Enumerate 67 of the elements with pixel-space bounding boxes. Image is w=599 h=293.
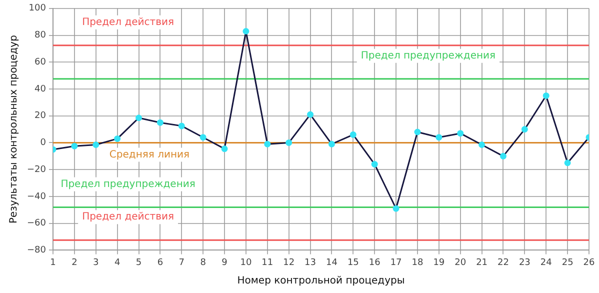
point [371,160,378,168]
point [350,131,356,138]
y-tick-label: −60 [26,218,46,229]
y-axis-title: Результаты контрольных процедур [8,35,20,224]
x-tick-label: 19 [433,258,445,268]
x-tick-label: 22 [498,258,509,268]
x-tick-label: 4 [114,258,120,268]
point [521,126,528,133]
y-tick-label: 0 [40,138,46,148]
y-tick-label: 80 [34,30,46,41]
point [200,134,206,141]
x-tick-label: 2 [72,258,78,268]
x-tick-label: 5 [136,258,142,268]
x-tick-label: 8 [200,258,206,268]
x-tick-label: 18 [412,258,424,268]
point [328,140,335,148]
x-tick-label: 16 [368,258,381,268]
ref-line-label: Предел предупреждения [360,50,496,62]
point [221,146,228,152]
point [500,152,506,160]
x-tick-label: 13 [304,258,316,268]
point [414,128,421,136]
y-tick-label: 60 [34,57,46,68]
point [307,111,314,118]
y-tick-label: −80 [26,246,46,256]
point [478,142,486,148]
point [542,92,550,99]
x-tick-label: 6 [157,258,164,268]
ref-line-label: Предел действия [82,16,174,28]
x-tick-label: 14 [326,258,338,268]
y-tick-label: −20 [26,164,46,175]
x-tick-label: 24 [540,258,552,268]
point [178,122,185,130]
point [392,205,400,212]
x-tick-label: 17 [390,258,402,268]
point [136,114,142,122]
y-tick-label: 40 [34,84,46,94]
y-tick-label: 20 [34,111,46,122]
ref-line-label: Предел предупреждения [60,178,196,190]
x-tick-label: 10 [240,258,252,268]
x-tick-label: 7 [178,258,184,268]
y-tick-label: −40 [26,192,46,202]
point [71,142,78,150]
point [92,142,100,148]
ref-line-label: Средняя линия [109,149,190,160]
point [286,139,292,146]
x-tick-label: 12 [283,258,295,268]
x-tick-label: 21 [476,258,488,268]
point [436,134,442,141]
x-tick-label: 20 [454,258,466,268]
x-tick-label: 15 [347,258,359,268]
x-tick-label: 25 [562,258,574,268]
x-tick-label: 11 [262,258,274,268]
x-axis-title: Номер контрольной процедуры [237,276,405,287]
point [114,135,121,142]
y-tick-label: 100 [28,4,46,14]
point [264,140,271,148]
x-tick-label: 1 [50,258,56,268]
point [457,130,464,137]
x-tick-label: 9 [222,258,228,268]
point [242,28,250,34]
x-tick-label: 3 [93,258,99,268]
point [156,119,164,126]
x-tick-label: 26 [583,258,595,268]
point [564,160,571,166]
ref-line-label: Предел действия [82,212,174,223]
x-tick-label: 23 [518,258,530,268]
